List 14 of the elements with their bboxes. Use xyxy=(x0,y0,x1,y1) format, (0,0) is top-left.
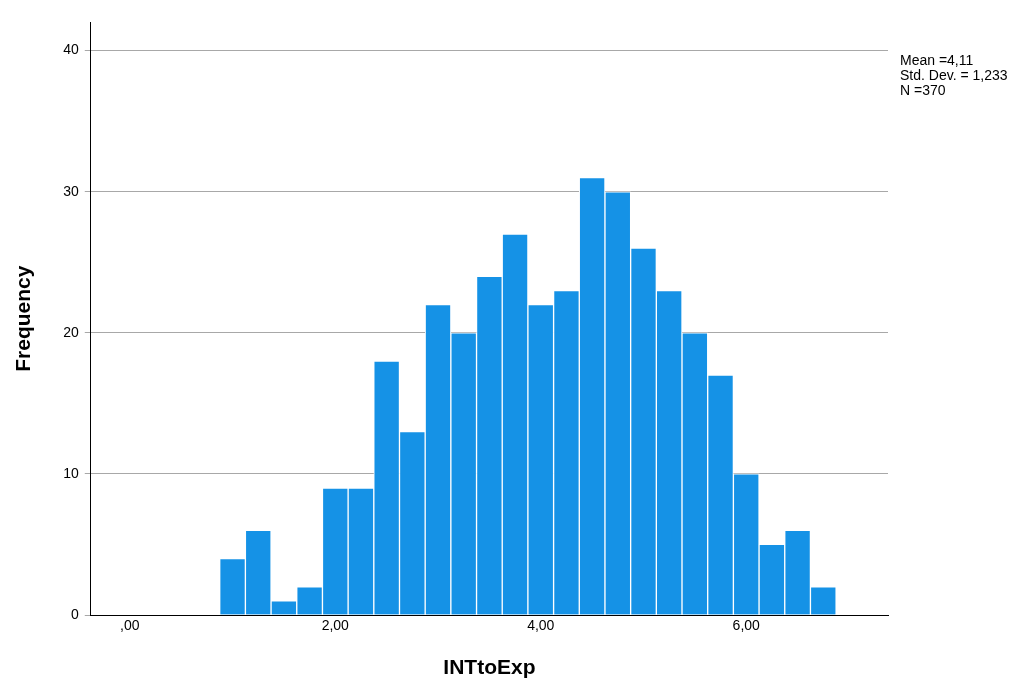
x-axis-title: INTtoExp xyxy=(443,655,536,679)
y-tick-label: 0 xyxy=(70,605,79,622)
y-tick-label: 10 xyxy=(63,464,79,481)
text: N =370 xyxy=(900,82,946,99)
y-tick-label: 20 xyxy=(63,323,79,340)
x-tick-label: 4,00 xyxy=(527,617,555,634)
y-tick-label: 30 xyxy=(63,182,79,199)
x-tick-label: 2,00 xyxy=(321,617,350,634)
x-tick-label: 6,00 xyxy=(732,617,761,634)
y-tick-label: 40 xyxy=(63,41,79,58)
x-tick-label: ,00 xyxy=(120,617,140,634)
text: Std. Dev. = 1,233 xyxy=(900,67,1008,84)
y-axis-title: Frequency xyxy=(11,265,35,372)
text: Mean =4,11 xyxy=(900,52,974,69)
